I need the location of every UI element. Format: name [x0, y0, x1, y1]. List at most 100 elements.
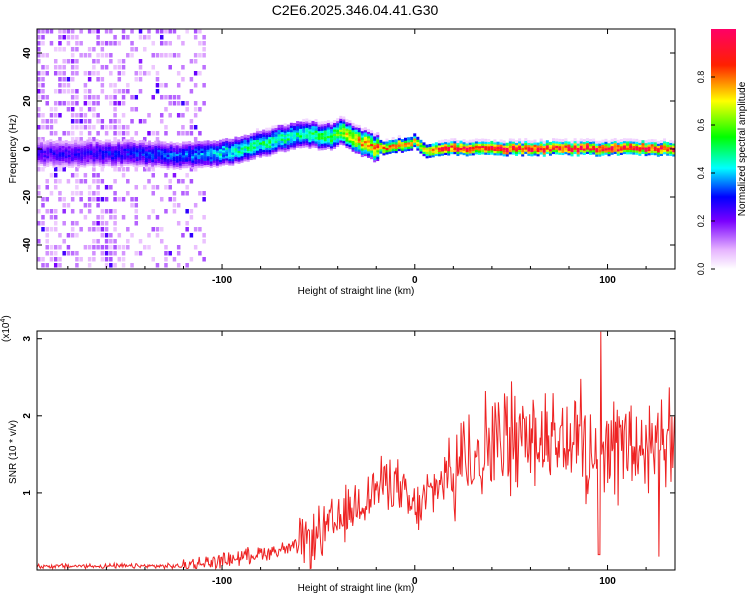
heatmap-cell — [289, 144, 293, 148]
heatmap-cell — [55, 144, 59, 148]
heatmap-cell — [342, 116, 346, 120]
heatmap-cell — [176, 179, 181, 184]
heatmap-cell — [659, 150, 663, 154]
heatmap-cell — [274, 133, 278, 137]
heatmap-cell — [592, 138, 596, 142]
heatmap-cell — [61, 149, 65, 153]
heatmap-cell — [635, 141, 639, 145]
heatmap-cell — [647, 150, 651, 154]
heatmap-cell — [604, 140, 608, 144]
heatmap-cell — [425, 148, 429, 152]
heatmap-cell — [151, 209, 155, 214]
heatmap-cell — [653, 143, 657, 147]
heatmap-cell — [243, 138, 247, 142]
heatmap-cell — [77, 141, 81, 145]
heatmap-cell — [92, 107, 96, 112]
heatmap-cell — [193, 59, 198, 64]
heatmap-cell — [289, 131, 293, 135]
heatmap-cell — [499, 152, 503, 156]
heatmap-cell — [70, 164, 74, 168]
heatmap-cell — [185, 147, 189, 151]
heatmap-cell — [499, 150, 503, 154]
heatmap-cell — [641, 148, 645, 152]
heatmap-cell — [160, 145, 164, 149]
heatmap-cell — [255, 154, 259, 158]
heatmap-cell — [487, 149, 491, 153]
heatmap-cell — [185, 145, 189, 149]
heatmap-cell — [111, 145, 115, 149]
heatmap-cell — [413, 137, 417, 141]
heatmap-cell — [339, 133, 343, 137]
heatmap-cell — [289, 142, 293, 146]
heatmap-cell — [274, 127, 278, 131]
heatmap-cell — [169, 156, 173, 160]
heatmap-cell — [348, 135, 352, 139]
heatmap-cell — [75, 89, 79, 94]
heatmap-cell — [123, 141, 127, 145]
heatmap-cell — [598, 147, 602, 151]
heatmap-cell — [299, 136, 303, 140]
heatmap-cell — [382, 150, 386, 154]
heatmap-x-tick-label: 100 — [599, 275, 616, 286]
heatmap-cell — [336, 139, 340, 143]
heatmap-cell — [530, 146, 534, 150]
heatmap-cell — [70, 141, 74, 145]
heatmap-cell — [62, 47, 66, 52]
heatmap-cell — [231, 154, 235, 158]
heatmap-cell — [314, 129, 318, 133]
heatmap-cell — [240, 155, 244, 159]
heatmap-y-tick-label: 0 — [22, 146, 33, 152]
heatmap-cell — [354, 143, 358, 147]
heatmap-cell — [189, 59, 194, 64]
heatmap-cell — [234, 145, 238, 149]
heatmap-cell — [100, 47, 105, 52]
heatmap-cell — [373, 157, 377, 161]
heatmap-cell — [524, 142, 528, 146]
heatmap-cell — [176, 245, 181, 250]
heatmap-cell — [622, 140, 626, 144]
heatmap-cell — [555, 147, 559, 151]
heatmap-cell — [151, 41, 155, 46]
heatmap-cell — [121, 59, 126, 64]
heatmap-cell — [576, 147, 580, 151]
heatmap-cell — [113, 95, 117, 100]
heatmap-cell — [527, 146, 531, 150]
heatmap-cell — [601, 148, 605, 152]
heatmap-cell — [360, 136, 364, 140]
heatmap-cell — [117, 145, 121, 149]
heatmap-cell — [92, 145, 96, 149]
heatmap-cell — [181, 165, 185, 169]
heatmap-cell — [644, 148, 648, 152]
heatmap-cell — [234, 140, 238, 144]
heatmap-cell — [160, 156, 164, 160]
heatmap-cell — [175, 144, 179, 148]
heatmap-cell — [351, 135, 355, 139]
heatmap-cell — [342, 125, 346, 129]
heatmap-cell — [87, 227, 92, 232]
heatmap-cell — [92, 141, 96, 145]
heatmap-cell — [61, 142, 65, 146]
heatmap-cell — [354, 131, 358, 135]
heatmap-cell — [274, 137, 278, 141]
heatmap-cell — [320, 138, 324, 142]
heatmap-cell — [277, 129, 281, 133]
heatmap-cell — [326, 141, 330, 145]
heatmap-cell — [185, 263, 189, 268]
heatmap-cell — [518, 149, 522, 153]
heatmap-cell — [176, 101, 181, 106]
heatmap-cell — [320, 123, 324, 127]
heatmap-cell — [75, 221, 79, 226]
heatmap-cell — [271, 129, 275, 133]
heatmap-cell — [185, 29, 189, 34]
heatmap-cell — [166, 143, 170, 147]
heatmap-cell — [117, 101, 122, 106]
heatmap-cell — [70, 119, 75, 124]
heatmap-cell — [79, 179, 83, 184]
heatmap-cell — [548, 144, 552, 148]
heatmap-cell — [585, 138, 589, 142]
heatmap-cell — [360, 154, 364, 158]
heatmap-cell — [388, 140, 392, 144]
heatmap-cell — [87, 77, 92, 82]
heatmap-cell — [271, 144, 275, 148]
heatmap-cell — [428, 148, 432, 152]
